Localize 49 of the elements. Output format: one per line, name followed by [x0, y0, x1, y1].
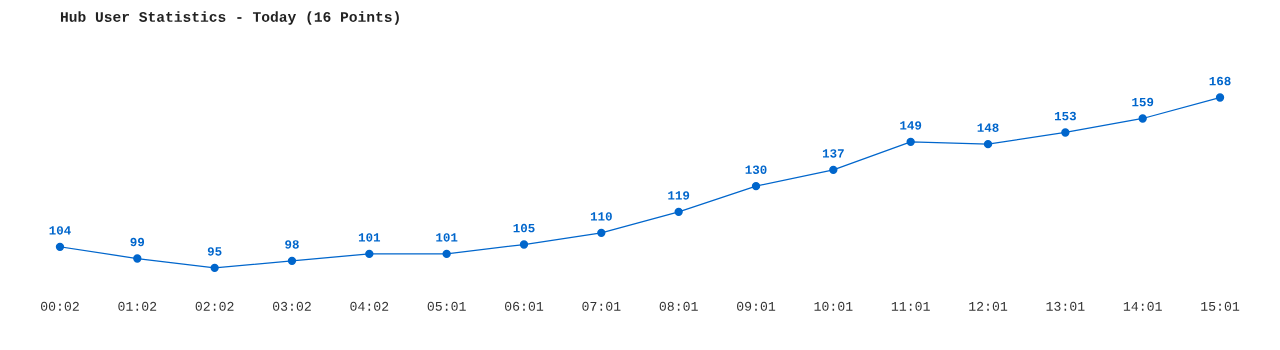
point	[906, 137, 915, 146]
data-label: 130	[745, 165, 767, 174]
x-tick-label: 11:01	[891, 301, 930, 311]
data-label: 101	[436, 233, 458, 242]
x-tick-label: 12:01	[969, 301, 1008, 311]
x-tick-label: 14:01	[1123, 301, 1162, 311]
point	[983, 139, 993, 149]
x-tick-label: 06:01	[505, 301, 544, 311]
point	[751, 182, 761, 191]
x-tick-label: 01:02	[118, 301, 157, 311]
data-label: 153	[1054, 111, 1076, 121]
x-tick-label: 03:02	[272, 301, 311, 311]
data-label: 149	[900, 121, 922, 130]
x-tick-label: 02:02	[195, 301, 234, 311]
point	[55, 242, 65, 252]
data-label: 159	[1132, 97, 1154, 107]
x-tick-label: 08:01	[659, 301, 698, 311]
x-tick-label: 10:01	[814, 301, 853, 311]
point	[597, 228, 606, 238]
data-label: 119	[668, 191, 690, 200]
point	[1215, 93, 1225, 102]
data-label: 95	[207, 247, 222, 256]
x-tick-label: 07:01	[582, 301, 621, 311]
point	[210, 263, 219, 273]
chart-title: Hub User Statistics - Today (16 Points)	[60, 11, 399, 25]
x-tick-label: 15:01	[1201, 301, 1240, 311]
point	[442, 249, 451, 259]
point	[287, 256, 297, 266]
point	[1138, 114, 1147, 123]
x-tick-label: 00:02	[40, 301, 79, 311]
data-label: 168	[1209, 76, 1231, 86]
x-tick-label: 09:01	[737, 301, 776, 311]
data-label: 148	[977, 123, 999, 132]
x-tick-label: 04:02	[350, 301, 389, 311]
data-label: 105	[513, 223, 535, 233]
point	[829, 165, 838, 174]
data-label: 110	[590, 212, 612, 221]
data-label: 137	[822, 149, 844, 158]
x-tick-label: 13:01	[1046, 301, 1085, 311]
point	[674, 207, 683, 217]
data-label: 101	[358, 233, 381, 242]
point	[1061, 128, 1070, 137]
point	[365, 249, 374, 259]
x-tick-label: 05:01	[427, 301, 466, 311]
data-label: 98	[285, 240, 299, 249]
point	[519, 240, 529, 249]
data-label: 99	[130, 237, 145, 247]
point	[133, 254, 142, 263]
data-label: 104	[49, 226, 71, 235]
